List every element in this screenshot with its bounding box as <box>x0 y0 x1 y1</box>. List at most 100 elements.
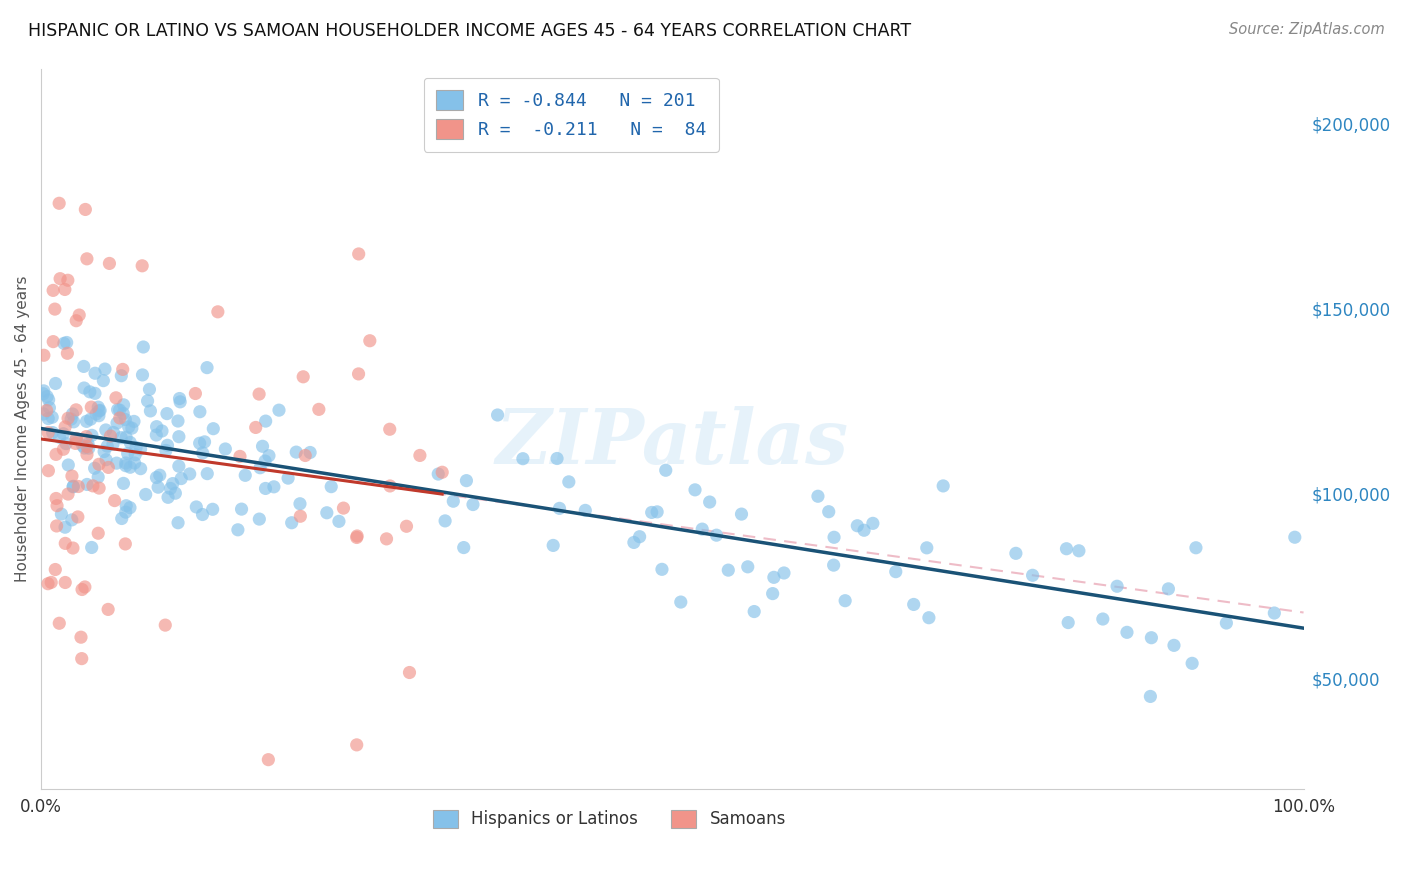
Point <box>179 467 201 481</box>
Point <box>52 336 75 351</box>
Point <box>67 479 90 493</box>
Point <box>89 403 111 417</box>
Point <box>93 444 115 458</box>
Point <box>32 384 55 398</box>
Point <box>115 430 138 444</box>
Point <box>294 449 316 463</box>
Point <box>108 411 131 425</box>
Point <box>254 414 277 428</box>
Point <box>73 381 96 395</box>
Point <box>254 454 277 468</box>
Point <box>80 400 103 414</box>
Point <box>699 495 721 509</box>
Point <box>321 480 343 494</box>
Point <box>762 570 785 584</box>
Point <box>683 483 706 497</box>
Point <box>37 464 59 478</box>
Point <box>121 421 143 435</box>
Point <box>359 334 381 348</box>
Point <box>762 586 785 600</box>
Point <box>94 452 117 467</box>
Point <box>145 419 167 434</box>
Point <box>41 425 63 440</box>
Point <box>328 514 350 528</box>
Point <box>846 518 869 533</box>
Point <box>80 428 103 442</box>
Point <box>915 541 938 555</box>
Point <box>149 468 172 483</box>
Point <box>461 498 484 512</box>
Point <box>105 456 128 470</box>
Point <box>574 503 596 517</box>
Point <box>267 403 290 417</box>
Point <box>56 487 79 501</box>
Point <box>60 412 83 426</box>
Point <box>1163 639 1185 653</box>
Point <box>233 468 256 483</box>
Point <box>347 247 370 261</box>
Point <box>932 479 955 493</box>
Point <box>512 451 534 466</box>
Point <box>112 398 135 412</box>
Point <box>188 436 211 450</box>
Point <box>131 259 153 273</box>
Point <box>73 441 96 455</box>
Point <box>129 442 152 456</box>
Point <box>395 519 418 533</box>
Point <box>247 387 270 401</box>
Point <box>48 196 70 211</box>
Point <box>44 302 66 317</box>
Text: Source: ZipAtlas.com: Source: ZipAtlas.com <box>1229 22 1385 37</box>
Point <box>315 506 337 520</box>
Point <box>35 403 58 417</box>
Point <box>427 467 450 481</box>
Point <box>231 502 253 516</box>
Point <box>76 477 98 491</box>
Point <box>45 447 67 461</box>
Point <box>308 402 330 417</box>
Point <box>48 430 70 444</box>
Point <box>375 532 398 546</box>
Point <box>263 480 285 494</box>
Point <box>101 437 124 451</box>
Point <box>37 576 59 591</box>
Point <box>87 409 110 423</box>
Point <box>44 376 66 391</box>
Point <box>56 273 79 287</box>
Point <box>169 395 191 409</box>
Point <box>87 481 110 495</box>
Point <box>65 432 87 446</box>
Point <box>292 369 315 384</box>
Point <box>1181 657 1204 671</box>
Point <box>432 465 454 479</box>
Point <box>167 430 190 444</box>
Point <box>111 511 134 525</box>
Point <box>441 494 464 508</box>
Point <box>53 283 76 297</box>
Point <box>453 541 475 555</box>
Y-axis label: Householder Income Ages 45 - 64 years: Householder Income Ages 45 - 64 years <box>15 276 30 582</box>
Point <box>288 497 311 511</box>
Point <box>346 529 368 543</box>
Point <box>136 393 159 408</box>
Point <box>87 526 110 541</box>
Point <box>76 252 98 266</box>
Point <box>299 445 322 459</box>
Point <box>112 406 135 420</box>
Point <box>51 507 73 521</box>
Point <box>807 489 830 503</box>
Point <box>280 516 302 530</box>
Point <box>104 493 127 508</box>
Point <box>146 480 169 494</box>
Point <box>55 436 77 450</box>
Point <box>118 500 141 515</box>
Point <box>104 391 127 405</box>
Point <box>84 386 107 401</box>
Point <box>79 384 101 399</box>
Point <box>257 449 280 463</box>
Point <box>165 486 187 500</box>
Point <box>191 508 214 522</box>
Point <box>37 425 59 440</box>
Point <box>115 499 138 513</box>
Point <box>32 348 55 362</box>
